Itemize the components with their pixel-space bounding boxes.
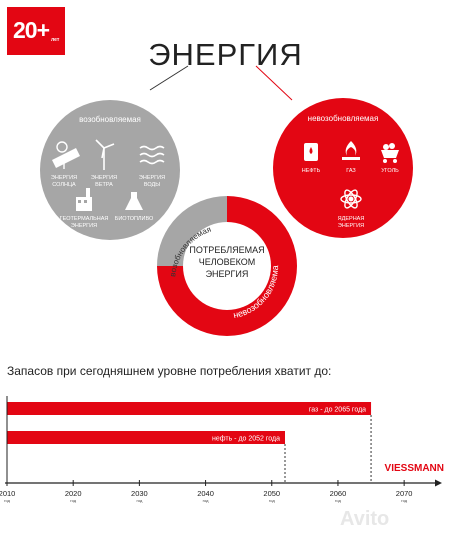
- item-label: ГАЗ: [346, 168, 356, 174]
- brand-badge: 20+ лет: [7, 7, 65, 55]
- x-tick-unit: год: [136, 498, 143, 503]
- axis-arrow-icon: [435, 479, 442, 487]
- item-label: УГОЛЬ: [381, 168, 399, 174]
- brand-logo: VIESSMANN: [385, 463, 444, 474]
- item-label: ЯДЕРНАЯ: [338, 216, 365, 222]
- connector-line-left: [149, 65, 189, 91]
- x-tick-unit: год: [203, 498, 210, 503]
- x-tick-label: 2010: [0, 489, 15, 498]
- nonrenewable-heading: невозобновляемая: [308, 114, 379, 123]
- x-tick-unit: год: [70, 498, 77, 503]
- item-label: ЭНЕРГИЯ: [139, 175, 165, 181]
- x-tick-label: 2040: [197, 489, 214, 498]
- item-label: СОЛНЦА: [52, 182, 76, 188]
- x-tick-label: 2020: [65, 489, 82, 498]
- watermark: Avito: [340, 508, 390, 530]
- x-tick-label: 2060: [330, 489, 347, 498]
- reserves-question: Запасов при сегодняшнем уровне потреблен…: [7, 364, 332, 378]
- item-label: ЭНЕРГИЯ: [51, 175, 77, 181]
- donut-center-line: ПОТРЕБЛЯЕМАЯ: [189, 245, 264, 255]
- badge-suffix: лет: [51, 37, 60, 43]
- coal-cart-icon: [381, 143, 399, 163]
- renewable-circle: [40, 100, 180, 240]
- item-label: ЭНЕРГИЯ: [338, 223, 364, 229]
- donut-center-line: ЭНЕРГИЯ: [206, 269, 249, 279]
- page-title: ЭНЕРГИЯ: [148, 37, 303, 72]
- solar-panel-icon: [52, 141, 80, 169]
- atom-icon: [340, 189, 362, 209]
- donut-center-line: ЧЕЛОВЕКОМ: [199, 257, 256, 267]
- item-label: ГЕОТЕРМАЛЬНАЯ: [60, 216, 109, 222]
- x-tick-label: 2070: [396, 489, 413, 498]
- donut-hole: [183, 222, 271, 310]
- wind-turbine-icon: [95, 139, 115, 170]
- water-waves-icon: [139, 145, 165, 165]
- bar-label: нефть - до 2052 года: [212, 436, 280, 443]
- badge-number: 20+: [13, 17, 50, 43]
- x-tick-unit: год: [335, 498, 342, 503]
- item-label: ВЕТРА: [95, 182, 113, 188]
- gas-flame-icon: [342, 141, 360, 160]
- connector-line-right: [255, 65, 293, 101]
- x-tick-unit: год: [4, 498, 11, 503]
- factory-icon: [76, 188, 92, 211]
- item-label: БИОТОПЛИВО: [115, 216, 154, 222]
- renewable-heading: возобновляемая: [79, 115, 141, 124]
- flask-icon: [125, 192, 143, 210]
- x-tick-unit: год: [401, 498, 408, 503]
- oil-barrel-icon: [304, 143, 318, 161]
- x-tick-label: 2030: [131, 489, 148, 498]
- bar-нефть: [7, 431, 285, 444]
- x-tick-label: 2050: [263, 489, 280, 498]
- item-label: ВОДЫ: [144, 182, 160, 188]
- x-tick-unit: год: [269, 498, 276, 503]
- item-label: ЭНЕРГИЯ: [71, 223, 97, 229]
- nonrenewable-circle: [273, 98, 413, 238]
- reserves-chart: газ - до 2065 года нефть - до 2052 года 20…: [0, 396, 442, 503]
- item-label: ЭНЕРГИЯ: [91, 175, 117, 181]
- item-label: НЕФТЬ: [302, 168, 321, 174]
- bar-газ: [7, 402, 372, 415]
- bar-label: газ - до 2065 года: [309, 407, 366, 414]
